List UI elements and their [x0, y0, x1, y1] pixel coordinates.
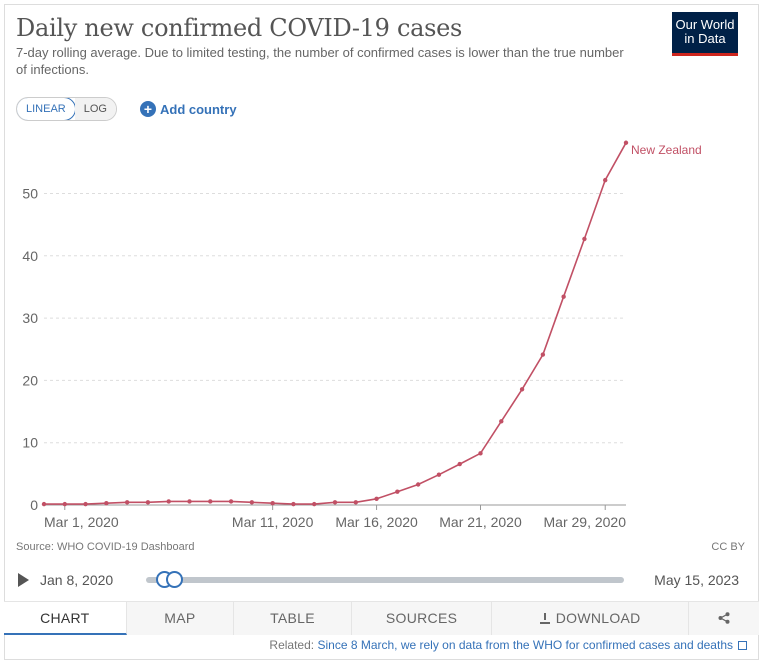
y-tick-label: 0	[30, 497, 38, 513]
timeline: Jan 8, 2020 May 15, 2023	[16, 568, 741, 592]
data-point[interactable]	[374, 496, 379, 501]
data-point[interactable]	[519, 387, 525, 392]
timeline-track[interactable]	[146, 577, 624, 583]
play-icon[interactable]	[18, 573, 29, 587]
tab-map[interactable]: MAP	[127, 602, 235, 635]
tab-bar: CHART MAP TABLE SOURCES DOWNLOAD	[4, 601, 759, 635]
chart-title: Daily new confirmed COVID-19 cases	[16, 14, 463, 42]
owid-logo[interactable]: Our World in Data	[672, 12, 738, 56]
chart-frame	[4, 4, 759, 660]
license-label[interactable]: CC BY	[711, 541, 745, 553]
data-point[interactable]	[208, 499, 213, 504]
external-link-icon[interactable]	[738, 641, 747, 650]
y-tick-label: 10	[22, 435, 38, 451]
y-tick-label: 40	[22, 248, 38, 264]
timeline-start-label: Jan 8, 2020	[40, 572, 114, 588]
x-tick-label: Mar 16, 2020	[335, 514, 418, 530]
data-point[interactable]	[457, 461, 462, 467]
add-country-label: Add country	[160, 101, 237, 117]
data-point[interactable]	[124, 500, 130, 505]
y-tick-label: 20	[22, 372, 38, 388]
x-tick-label: Mar 1, 2020	[44, 514, 119, 530]
related-note: Related: Since 8 March, we rely on data …	[269, 638, 747, 652]
series-label-new-zealand[interactable]: New Zealand	[631, 143, 702, 157]
tab-download-label: DOWNLOAD	[555, 610, 641, 626]
data-point[interactable]	[166, 499, 171, 504]
x-tick-label: Mar 29, 2020	[544, 514, 627, 530]
series-line-new-zealand	[44, 142, 627, 505]
related-prefix: Related:	[269, 638, 315, 652]
data-point[interactable]	[228, 499, 234, 504]
data-point[interactable]	[83, 501, 88, 507]
plus-circle-icon: +	[140, 101, 156, 117]
data-point[interactable]	[415, 482, 421, 487]
data-point[interactable]	[499, 419, 504, 424]
add-country-button[interactable]: + Add country	[140, 101, 237, 117]
y-tick-label: 30	[22, 310, 38, 326]
logo-line-1: Our World	[675, 17, 735, 32]
data-point[interactable]	[540, 352, 546, 357]
scale-log-button[interactable]: LOG	[74, 98, 116, 120]
grid-lines	[44, 192, 626, 506]
chart-subtitle: 7-day rolling average. Due to limited te…	[16, 45, 624, 77]
source-note: Source: WHO COVID-19 Dashboard	[16, 541, 195, 553]
x-tick-label: Mar 21, 2020	[439, 514, 522, 530]
related-link[interactable]: Since 8 March, we rely on data from the …	[317, 638, 733, 652]
y-axis-ticks: 0 10 20 30 40 50	[22, 185, 38, 513]
data-point[interactable]	[623, 140, 629, 145]
data-point[interactable]	[582, 236, 587, 242]
tab-sources[interactable]: SOURCES	[352, 602, 493, 635]
data-point[interactable]	[332, 500, 338, 505]
data-point[interactable]	[104, 500, 109, 506]
data-point[interactable]	[187, 499, 192, 504]
data-point[interactable]	[561, 294, 566, 299]
scale-linear-button[interactable]: LINEAR	[16, 98, 76, 120]
data-point[interactable]	[312, 501, 317, 507]
data-point[interactable]	[145, 500, 151, 505]
data-point[interactable]	[395, 489, 400, 494]
share-icon	[718, 612, 730, 624]
data-point[interactable]	[270, 500, 275, 506]
data-point[interactable]	[436, 472, 442, 477]
x-tick-label: Mar 11, 2020	[232, 514, 314, 530]
tab-table[interactable]: TABLE	[234, 602, 352, 635]
timeline-end-handle[interactable]	[166, 571, 183, 588]
scale-toggle[interactable]: LINEAR LOG	[16, 97, 117, 121]
data-point[interactable]	[62, 501, 67, 507]
data-point[interactable]	[603, 177, 608, 183]
tab-share[interactable]	[689, 602, 759, 635]
series-points	[41, 140, 629, 507]
data-point[interactable]	[249, 500, 255, 505]
data-point[interactable]	[478, 451, 483, 456]
tab-chart[interactable]: CHART	[4, 602, 127, 635]
data-point[interactable]	[291, 501, 296, 507]
data-point[interactable]	[353, 500, 358, 505]
x-axis-ticks: Mar 1, 2020 Mar 11, 2020 Mar 16, 2020 Mar 2…	[44, 505, 626, 530]
logo-line-2: in Data	[684, 31, 726, 46]
tab-download[interactable]: DOWNLOAD	[492, 602, 689, 635]
timeline-end-label: May 15, 2023	[654, 572, 739, 588]
data-point[interactable]	[41, 501, 47, 507]
download-icon	[539, 613, 550, 624]
y-tick-label: 50	[22, 185, 38, 201]
